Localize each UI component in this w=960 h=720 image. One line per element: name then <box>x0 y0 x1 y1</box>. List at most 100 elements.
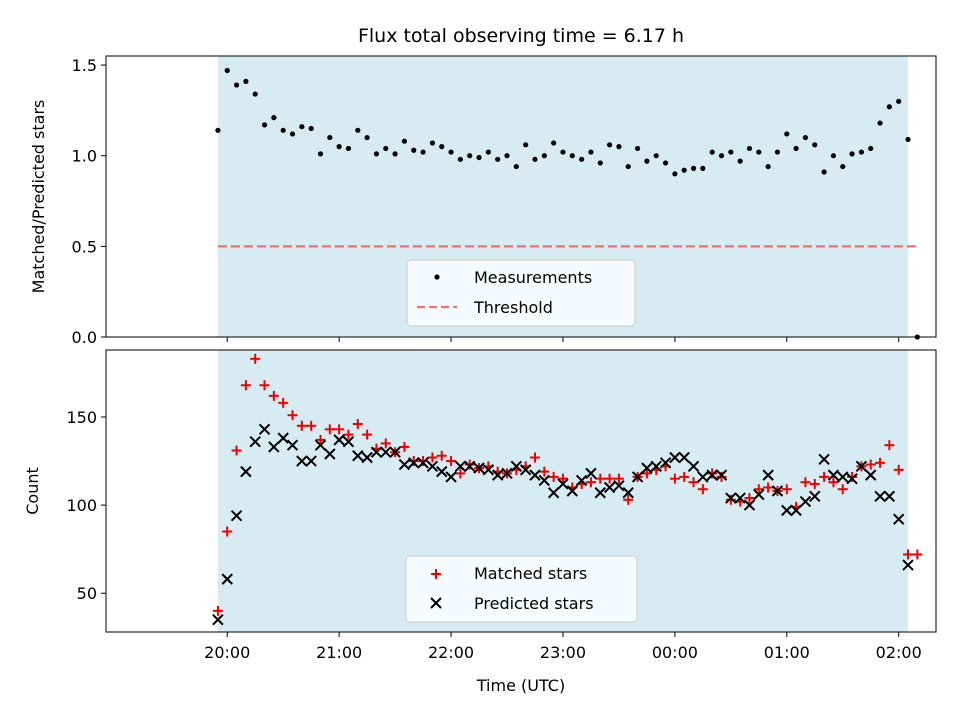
predicted-star-point <box>436 465 448 478</box>
predicted-star-points <box>212 423 914 626</box>
measurement-point <box>709 149 715 155</box>
predicted-star-point <box>221 573 233 585</box>
measurement-point <box>280 127 286 133</box>
measurement-point <box>588 149 594 155</box>
measurement-point <box>299 124 305 130</box>
matched-star-point <box>585 477 596 488</box>
bottom-y-axis-label: Count <box>23 467 42 515</box>
measurement-point <box>429 140 436 146</box>
measurement-point <box>718 153 725 159</box>
matched-star-point <box>287 410 298 421</box>
measurement-point <box>485 149 491 155</box>
measurement-point <box>579 156 585 162</box>
bottom-legend-box <box>405 555 638 623</box>
predicted-star-point <box>305 455 317 467</box>
predicted-star-point <box>408 457 420 469</box>
matched-star-point <box>679 471 690 482</box>
predicted-star-point <box>575 474 588 487</box>
matched-star-point <box>557 473 568 484</box>
top-y-axis-ticks: 0.0 0.5 1.0 1.5 <box>72 56 106 347</box>
measurement-point <box>746 145 753 152</box>
predicted-star-point <box>342 435 355 448</box>
measurement-point <box>495 156 501 162</box>
y-tick-label: 150 <box>66 408 97 427</box>
predicted-star-point <box>613 480 625 492</box>
matched-star-point <box>278 397 289 408</box>
predicted-star-point <box>715 469 728 481</box>
predicted-star-point <box>454 460 467 473</box>
chart-title: Flux total observing time = 6.17 h <box>358 25 684 47</box>
x-tick-label: 00:00 <box>652 643 698 662</box>
measurement-point <box>439 144 445 150</box>
predicted-star-point <box>557 478 569 490</box>
y-tick-label: 0.0 <box>72 328 97 347</box>
matched-star-point <box>604 473 615 484</box>
predicted-star-point <box>538 474 551 487</box>
predicted-star-point <box>426 460 439 473</box>
predicted-star-point <box>827 469 840 481</box>
matched-star-point <box>875 457 886 468</box>
matched-star-point <box>548 471 559 482</box>
measurement-point <box>634 145 641 152</box>
bottom-legend: Matched stars Predicted stars <box>405 555 638 623</box>
matched-star-point <box>399 441 410 452</box>
matched-star-point <box>800 477 811 488</box>
measurement-point <box>532 156 538 162</box>
predicted-star-point <box>753 488 765 501</box>
matched-star-point <box>431 569 441 579</box>
matched-star-point <box>539 466 550 477</box>
predicted-star-point <box>678 451 690 464</box>
measurement-point <box>541 153 547 159</box>
matched-star-point <box>212 605 223 616</box>
predicted-star-point <box>771 485 784 497</box>
matched-star-point <box>613 473 624 484</box>
measurement-point <box>271 115 277 121</box>
matched-star-point <box>623 494 634 505</box>
matched-star-point <box>352 419 363 430</box>
predicted-star-point <box>585 467 597 480</box>
predicted-star-point <box>809 490 821 502</box>
measurement-point <box>737 158 743 164</box>
measurement-point <box>802 134 809 141</box>
measurement-point <box>569 153 575 159</box>
measurement-point <box>420 149 426 155</box>
top-legend-box <box>406 259 636 327</box>
measurement-point <box>401 138 408 144</box>
measurement-point <box>243 78 249 84</box>
x-tick-label: 01:00 <box>764 643 810 662</box>
measurement-point <box>289 131 296 137</box>
predicted-star-point <box>398 458 411 471</box>
matched-star-point <box>669 473 680 484</box>
predicted-star-point <box>874 490 886 502</box>
y-tick-label: 100 <box>66 496 97 515</box>
matched-star-point <box>427 452 438 463</box>
matched-star-point <box>259 380 270 391</box>
matched-star-point <box>529 452 540 463</box>
measurement-point <box>886 104 892 110</box>
measurement-point <box>905 136 911 142</box>
matched-star-point <box>334 424 345 435</box>
measurement-point <box>756 149 762 155</box>
top-x-axis-ticks <box>226 337 900 342</box>
measurement-point <box>327 134 333 141</box>
matched-star-point <box>865 459 876 470</box>
matched-star-point <box>697 484 708 495</box>
matched-star-point <box>343 429 354 440</box>
measurement-point <box>896 98 902 104</box>
measurement-point <box>551 140 557 146</box>
predicted-star-point <box>249 435 261 448</box>
matched-star-point <box>688 477 699 488</box>
measurement-point <box>336 144 342 150</box>
y-tick-label: 0.5 <box>72 237 97 256</box>
predicted-star-point <box>734 492 746 504</box>
measurement-point <box>448 149 454 155</box>
predicted-star-point <box>892 513 905 525</box>
measurement-point <box>812 142 818 148</box>
matched-star-point <box>912 549 923 560</box>
predicted-star-point <box>650 460 662 473</box>
measurement-point <box>840 163 846 170</box>
x-tick-label: 21:00 <box>316 643 362 662</box>
matched-star-point <box>455 468 466 479</box>
top-panel: 0.0 0.5 1.0 1.5 Matched/Predicted stars Mea… <box>29 55 937 347</box>
predicted-star-point <box>333 434 345 446</box>
